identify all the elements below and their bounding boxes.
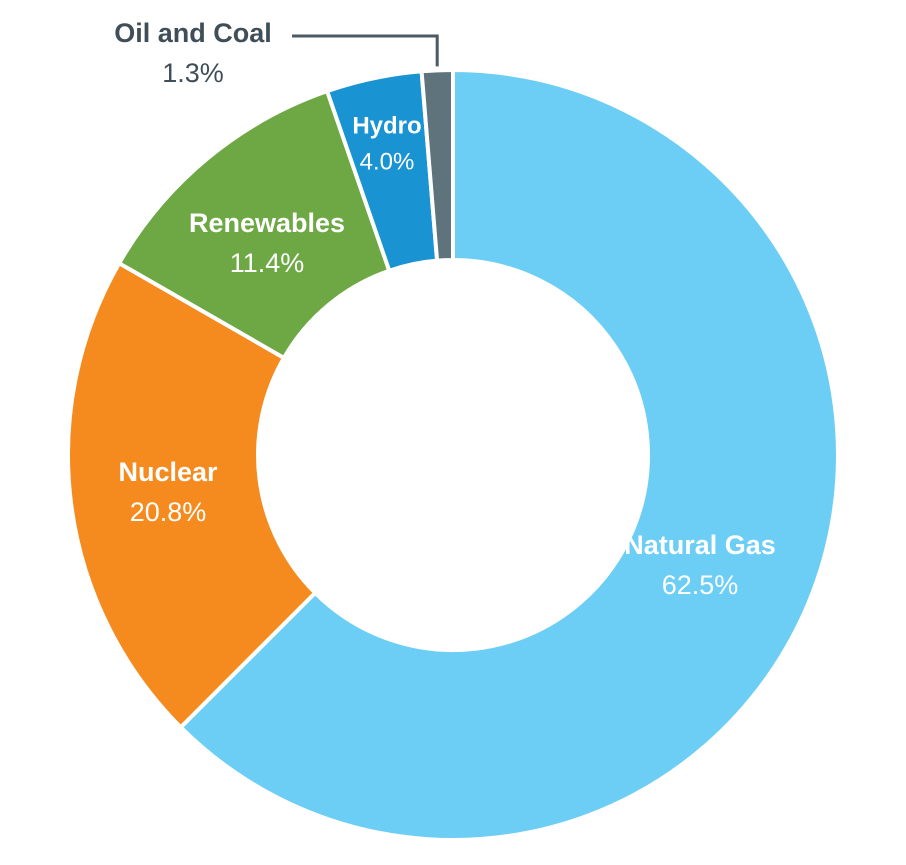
slice-label-renewables: Renewables <box>189 208 345 238</box>
slice-value-nuclear: 20.8% <box>130 497 207 527</box>
slice-label-natural-gas: Natural Gas <box>624 530 776 560</box>
slice-value-hydro: 4.0% <box>360 148 415 175</box>
slice-label-nuclear: Nuclear <box>118 457 218 487</box>
donut-slices <box>66 67 840 842</box>
slice-oil-and-coal <box>419 67 455 263</box>
slice-value-natural-gas: 62.5% <box>662 570 739 600</box>
slice-value-oil-and-coal: 1.3% <box>162 58 224 88</box>
leader-line-oil-and-coal <box>292 34 439 67</box>
slice-label-oil-and-coal: Oil and Coal <box>114 18 272 48</box>
slice-labels: Natural Gas 62.5% Nuclear 20.8% Renewables 11… <box>114 18 776 600</box>
slice-nuclear <box>66 260 318 731</box>
slice-natural-gas <box>177 67 840 842</box>
slice-value-renewables: 11.4% <box>230 248 305 278</box>
slice-label-hydro: Hydro <box>352 112 421 139</box>
